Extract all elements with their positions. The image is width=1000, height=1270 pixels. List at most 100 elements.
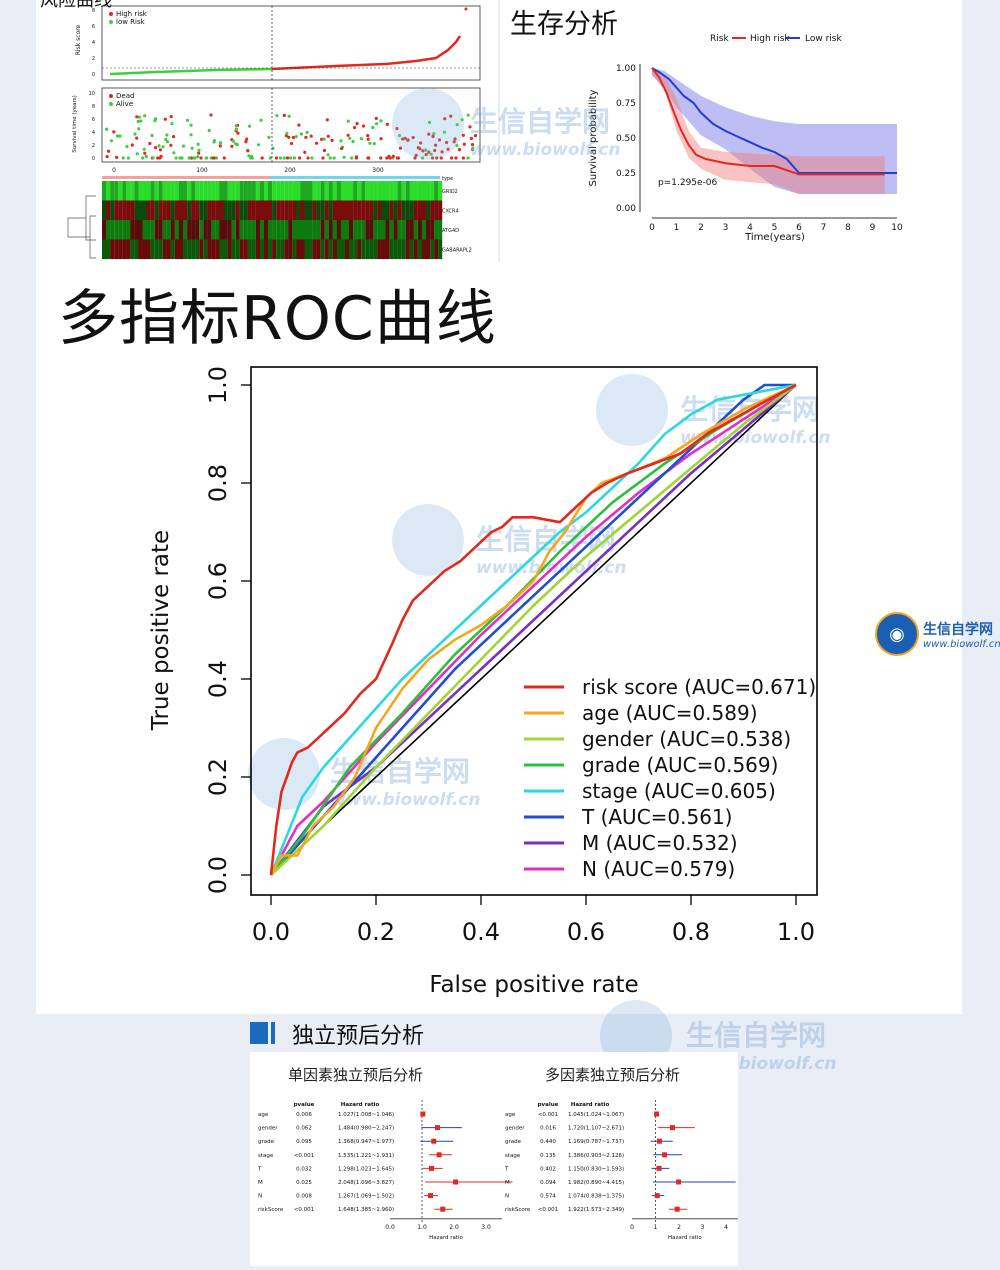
status-point [143,151,147,155]
heatmap-cell [438,200,443,221]
status-point [121,156,125,160]
status-point [144,154,148,159]
status-point [214,156,219,160]
risk-score-legend: High risk [116,10,148,18]
status-point [157,144,161,148]
heatmap-cell [146,181,151,201]
heatmap-cell [211,200,216,221]
heatmap-cell [397,220,402,240]
heatmap-cell [409,200,414,221]
heatmap-cell [353,239,358,260]
heatmap-cell [312,239,317,260]
heatmap-cell [130,200,135,221]
heatmap-cell [284,239,289,260]
watermark-logo-icon [392,504,464,576]
status-point [326,134,330,138]
heatmap-cell [158,200,163,221]
heatmap-cell [292,239,297,260]
status-point [322,148,326,153]
plot-frame [250,366,818,896]
forest-estimate [453,1179,459,1185]
heatmap-cell [369,220,374,240]
status-tick: 10 [89,91,95,97]
km-pvalue: p=1.295e-06 [658,178,718,188]
status-point [275,114,279,118]
heatmap-cell [292,181,297,201]
heatmap-cell [345,200,350,221]
heatmap-cell [361,239,366,260]
x-tick-label: 0.6 [567,918,605,946]
heatmap-cell [377,181,382,201]
forest-x-tick: 0 [630,1224,634,1231]
forest-row-hr: 1.169(0.787~1.737) [568,1139,624,1145]
heatmap-cell [251,200,256,221]
status-point [135,136,139,140]
status-point [299,132,303,136]
heatmap-cell [142,220,147,240]
status-point [466,113,470,117]
status-point [158,148,162,152]
status-point [268,156,272,160]
status-x-tick: 300 [372,167,384,174]
heatmap-cell [389,200,394,221]
heatmap-cell [304,200,309,221]
heatmap-cell [243,200,248,221]
heatmap-cell [126,200,131,221]
status-point [115,155,119,159]
heatmap-gene-label: ATG4D [442,228,459,234]
heatmap-cell [211,181,216,201]
status-point [309,134,313,138]
status-tick: 0 [92,156,95,162]
heatmap-cell [434,200,439,221]
status-point [164,137,168,141]
wolf-logo-icon: ◉ [875,612,919,656]
heatmap-cell [284,200,289,221]
heatmap-cell [178,181,183,201]
status-point [139,119,143,123]
heatmap-cell [215,220,220,240]
status-point [353,126,357,130]
heatmap-cell [255,220,260,240]
heatmap-cell [259,220,264,240]
heatmap-cell [328,181,333,201]
heatmap-cell [223,181,228,201]
heatmap-cell [235,181,240,201]
forest-row-hr: 1.648(1.385~1.960) [338,1207,394,1213]
status-point [282,156,286,160]
status-point [112,130,116,134]
survival-title: 生存分析 [510,9,618,40]
status-point [199,156,203,160]
heatmap-cell [130,181,135,201]
status-point [421,156,425,160]
forest-panel [250,1052,738,1266]
forest-estimate [434,1125,440,1131]
heatmap-cell [276,200,281,221]
heatmap-cell [102,239,107,260]
forest-estimate [420,1111,426,1117]
heatmap-cell [154,220,159,240]
heatmap-cell [134,200,139,221]
heatmap-cell [369,181,374,201]
heatmap-cell [231,239,236,260]
x-tick-label: 0.2 [357,918,395,946]
status-point [421,149,425,153]
status-point [449,114,453,118]
status-point [361,124,366,128]
forest-row-pvalue: 0.574 [540,1194,556,1200]
forest-estimate [656,1165,662,1171]
forest-x-tick: 1.0 [417,1224,427,1231]
heatmap-cell [397,239,402,260]
heatmap-cell [150,220,155,240]
heatmap-cell [272,181,277,201]
heatmap-cell [170,181,175,201]
km-y-axis-label: Survival probability [588,89,599,186]
forest-row-pvalue: 0.006 [296,1112,312,1118]
heatmap-cell [434,181,439,201]
heatmap-cell [340,220,345,240]
heatmap-cell [409,239,414,260]
forest-row-name: M [505,1180,510,1186]
heatmap-cell [166,200,171,221]
heatmap-cell [272,220,277,240]
status-point [287,135,291,139]
heatmap-cell [381,181,386,201]
